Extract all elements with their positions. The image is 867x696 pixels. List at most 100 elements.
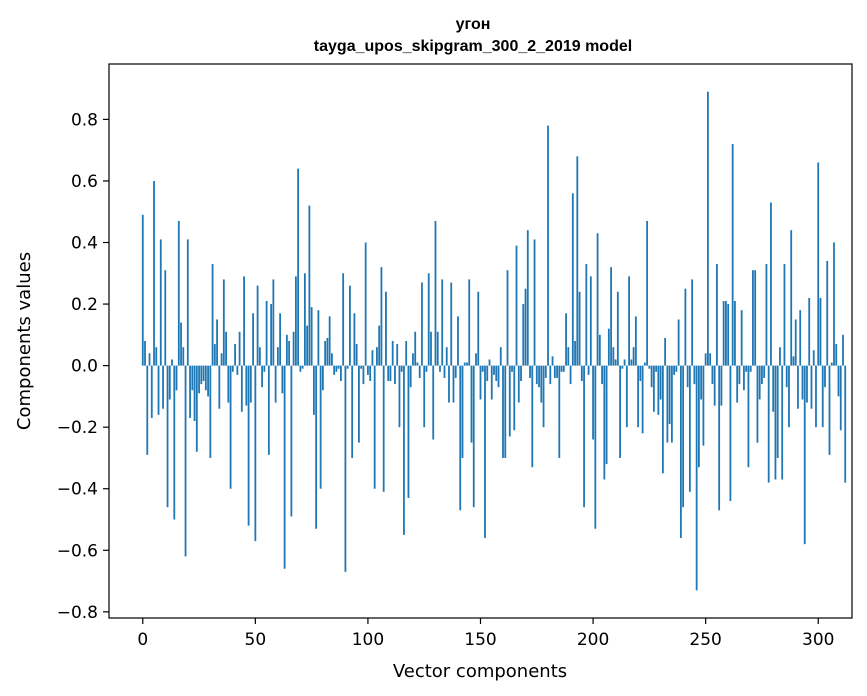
bar-209 (612, 347, 615, 366)
bar-190 (569, 365, 572, 385)
bar-77 (315, 365, 318, 529)
bar-36 (222, 279, 225, 366)
bar-208 (610, 267, 612, 366)
bar-258 (722, 300, 725, 366)
x-tick-label: 200 (577, 630, 609, 650)
bar-129 (432, 365, 435, 440)
bar-23 (193, 365, 196, 422)
bar-200 (592, 365, 594, 440)
bar-29 (207, 365, 209, 397)
bar-78 (317, 310, 320, 366)
bar-25 (198, 365, 200, 394)
bar-248 (700, 365, 703, 400)
bar-149 (477, 291, 480, 366)
y-axis-label: Components values (14, 252, 35, 430)
bar-267 (743, 365, 745, 391)
y-tick-label: −0.8 (57, 603, 98, 623)
bar-41 (234, 344, 236, 366)
bar-242 (686, 365, 689, 388)
bar-9 (162, 365, 164, 409)
bar-84 (331, 353, 333, 366)
bar-212 (619, 365, 621, 458)
bar-202 (596, 233, 599, 366)
bar-117 (405, 341, 408, 366)
bar-33 (216, 319, 218, 366)
bar-153 (486, 365, 489, 382)
bar-243 (688, 365, 691, 492)
bar-177 (540, 365, 543, 403)
bar-54 (263, 365, 266, 372)
bar-109 (387, 365, 390, 382)
bar-277 (765, 264, 768, 366)
bar-112 (394, 365, 396, 385)
bar-60 (276, 347, 279, 366)
bar-199 (589, 276, 592, 366)
y-tick-label: −0.6 (57, 541, 98, 561)
bar-42 (236, 365, 239, 375)
bar-120 (412, 353, 414, 366)
bar-166 (515, 245, 518, 366)
bar-244 (691, 279, 694, 366)
bar-301 (819, 297, 822, 366)
bar-161 (504, 365, 507, 458)
bar-303 (824, 365, 826, 388)
bar-214 (623, 359, 626, 366)
bar-48 (249, 365, 252, 403)
bar-30 (209, 365, 212, 458)
bar-215 (625, 365, 628, 428)
bar-274 (758, 365, 761, 400)
bar-122 (416, 362, 419, 366)
bar-182 (551, 356, 554, 366)
bar-230 (659, 365, 662, 400)
bar-146 (470, 365, 473, 443)
bar-20 (186, 239, 189, 366)
bar-171 (526, 230, 529, 366)
bar-39 (229, 365, 232, 489)
bar-220 (637, 365, 640, 428)
bar-110 (389, 365, 392, 382)
bar-133 (441, 279, 444, 366)
bar-279 (770, 202, 772, 366)
chart-title: угон (456, 16, 491, 33)
bar-37 (225, 331, 227, 366)
bar-189 (567, 347, 570, 366)
bar-312 (844, 365, 847, 483)
bar-125 (423, 365, 426, 428)
bar-276 (763, 365, 766, 378)
x-tick-label: 250 (689, 630, 721, 650)
bar-13 (171, 359, 173, 366)
bar-192 (574, 341, 576, 366)
bar-38 (227, 365, 230, 403)
bar-241 (684, 288, 687, 366)
bar-31 (211, 264, 214, 366)
bar-251 (707, 91, 709, 366)
x-tick-label: 100 (352, 630, 384, 650)
bar-59 (274, 365, 277, 403)
bar-137 (450, 282, 453, 366)
bar-142 (461, 365, 464, 458)
bar-286 (785, 365, 788, 388)
bar-302 (821, 365, 824, 428)
bar-0 (141, 214, 144, 366)
bar-204 (601, 365, 603, 385)
bar-63 (283, 365, 286, 569)
bar-80 (321, 365, 324, 391)
bar-139 (454, 365, 457, 378)
bar-4 (150, 365, 153, 418)
bar-184 (556, 365, 558, 378)
bar-250 (704, 353, 707, 366)
y-tick-label: 0.0 (71, 357, 98, 377)
bar-71 (301, 365, 304, 369)
bar-227 (652, 365, 655, 412)
bar-53 (261, 365, 263, 388)
bar-216 (628, 276, 630, 366)
bar-144 (466, 362, 468, 366)
bar-167 (517, 365, 520, 403)
bar-156 (493, 365, 495, 375)
bar-116 (403, 365, 405, 535)
bar-306 (830, 362, 833, 366)
bar-201 (594, 365, 597, 529)
bar-17 (180, 322, 182, 366)
bar-217 (630, 359, 633, 366)
